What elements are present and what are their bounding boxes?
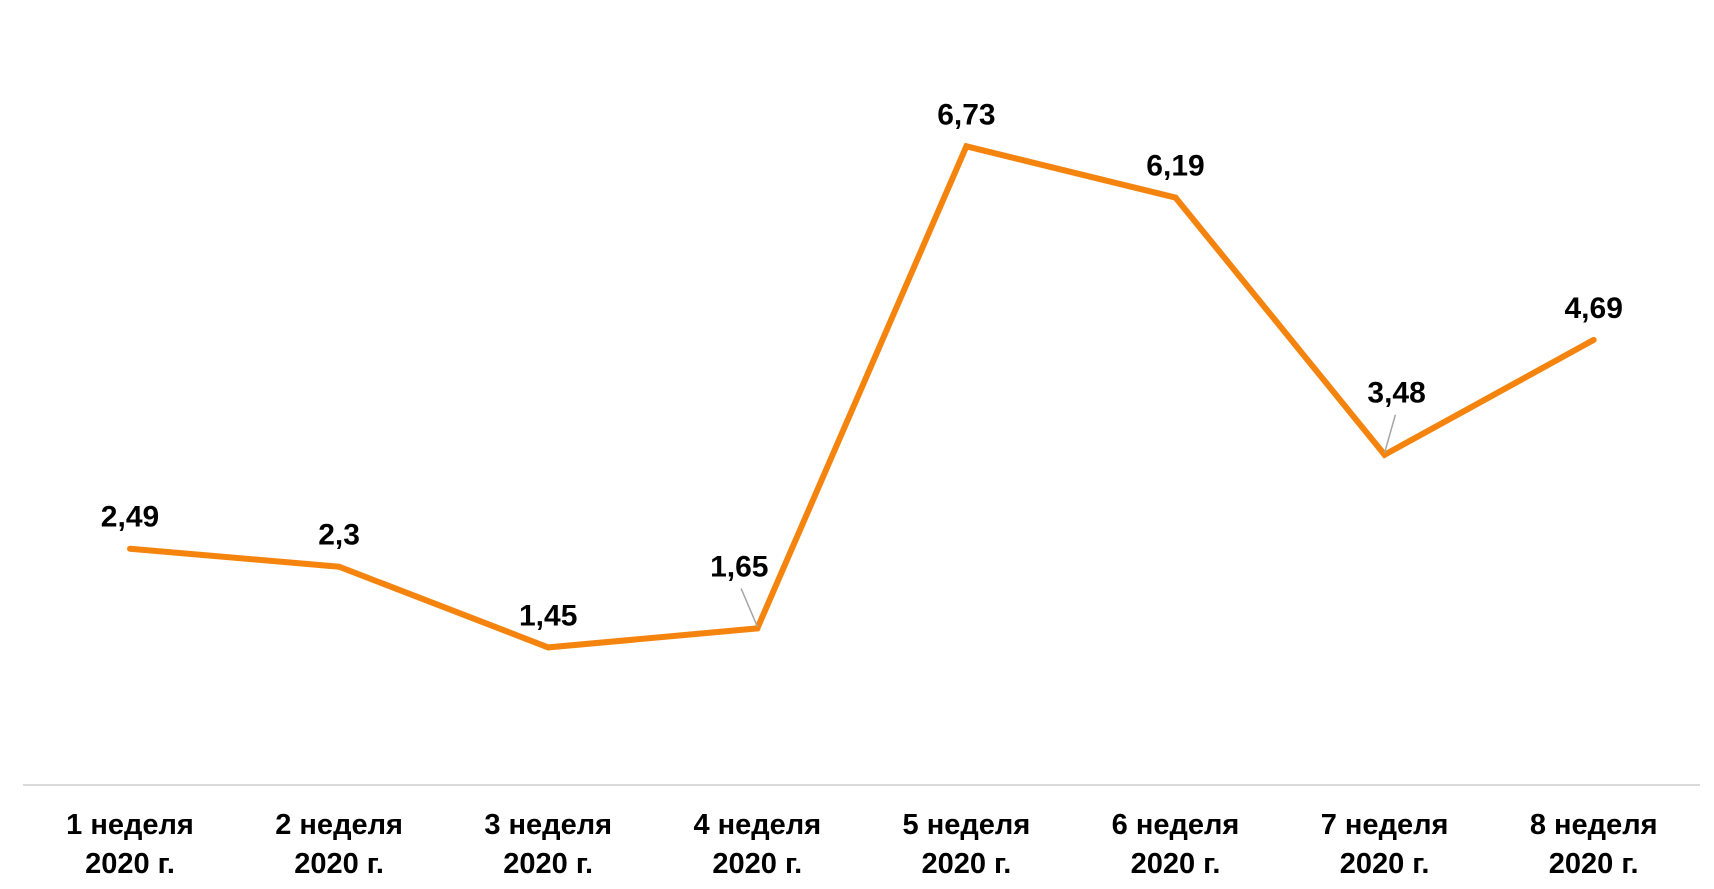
data-point xyxy=(1590,336,1597,343)
data-point xyxy=(336,563,343,570)
data-point xyxy=(963,143,970,150)
x-tick-label: 8 неделя xyxy=(1530,809,1658,841)
x-tick-label: 4 неделя xyxy=(693,809,821,841)
x-tick-label: 2020 г. xyxy=(921,848,1011,880)
data-series-line xyxy=(129,142,1596,651)
x-tick-label: 2020 г. xyxy=(294,848,384,880)
x-tick-label: 6 неделя xyxy=(1112,809,1240,841)
data-label: 1,65 xyxy=(710,550,768,583)
x-tick-label: 2020 г. xyxy=(1549,848,1639,880)
data-point xyxy=(545,644,552,651)
data-label: 2,49 xyxy=(101,501,159,534)
x-tick-label: 5 неделя xyxy=(903,809,1031,841)
x-tick-label: 2020 г. xyxy=(1340,848,1430,880)
data-point xyxy=(754,625,761,632)
data-label-leader-line xyxy=(740,588,758,627)
data-label-leader-line xyxy=(1383,414,1397,453)
data-label: 6,19 xyxy=(1146,150,1204,183)
data-point xyxy=(1381,451,1388,458)
x-tick-label: 2020 г. xyxy=(1131,848,1221,880)
data-label: 3,48 xyxy=(1367,377,1425,410)
data-label: 6,73 xyxy=(937,98,995,131)
data-point xyxy=(127,545,133,552)
data-label: 4,69 xyxy=(1565,292,1623,325)
x-tick-label: 3 неделя xyxy=(484,809,612,841)
data-point xyxy=(1172,194,1179,201)
data-label: 2,3 xyxy=(318,519,360,552)
x-tick-label: 2020 г. xyxy=(85,848,175,880)
data-label: 1,45 xyxy=(519,599,577,632)
x-tick-label: 2 неделя xyxy=(275,809,403,841)
x-tick-label: 2020 г. xyxy=(712,848,802,880)
x-tick-label: 1 неделя xyxy=(66,809,194,841)
x-tick-label: 7 неделя xyxy=(1321,809,1449,841)
x-tick-label: 2020 г. xyxy=(503,848,593,880)
